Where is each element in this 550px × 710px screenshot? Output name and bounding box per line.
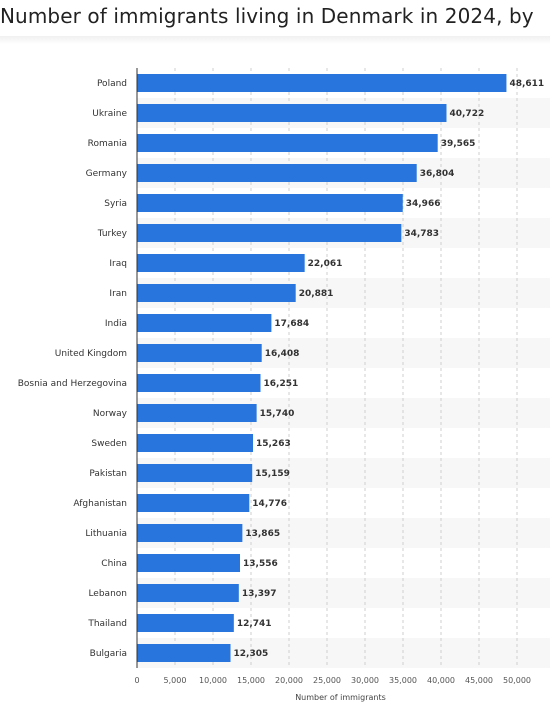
category-label: Thailand — [87, 619, 127, 629]
value-label: 22,061 — [308, 259, 343, 269]
header-divider — [0, 36, 550, 44]
category-label: Pakistan — [89, 469, 127, 479]
category-label: Sweden — [91, 439, 127, 449]
x-tick-label: 30,000 — [351, 676, 379, 685]
bar[interactable] — [137, 644, 231, 662]
value-label: 34,966 — [406, 199, 441, 209]
bar[interactable] — [137, 614, 234, 632]
value-label: 13,397 — [242, 589, 277, 599]
category-label: Germany — [86, 169, 128, 179]
value-label: 39,565 — [441, 139, 476, 149]
value-label: 16,251 — [264, 379, 299, 389]
category-label: Iran — [109, 289, 127, 299]
value-label: 15,159 — [255, 469, 290, 479]
row-bands — [137, 98, 550, 668]
x-tick-label: 10,000 — [199, 676, 227, 685]
bar[interactable] — [137, 164, 417, 182]
value-label: 16,408 — [265, 349, 300, 359]
bar[interactable] — [137, 134, 438, 152]
value-label: 15,740 — [260, 409, 295, 419]
category-label: Poland — [97, 79, 127, 89]
bar[interactable] — [137, 194, 403, 212]
bar[interactable] — [137, 464, 253, 482]
x-tick-label: 40,000 — [427, 676, 455, 685]
x-tick-label: 35,000 — [389, 676, 417, 685]
x-tick-label: 25,000 — [313, 676, 341, 685]
category-label: Ukraine — [92, 109, 127, 119]
x-tick-label: 20,000 — [275, 676, 303, 685]
category-label: Iraq — [109, 259, 127, 269]
bar[interactable] — [137, 344, 262, 362]
axes: 0 5,000 10,000 15,000 20,000 25,000 30,000 35,0… — [134, 68, 531, 685]
category-label: Afghanistan — [73, 499, 127, 509]
bars: Poland 48,611 Ukraine 40,722 Romania 39,565 Ge… — [18, 74, 544, 662]
value-label: 12,741 — [237, 619, 272, 629]
category-label: Turkey — [97, 229, 128, 239]
bar[interactable] — [137, 314, 272, 332]
bar[interactable] — [137, 584, 239, 602]
x-tick-label: 45,000 — [465, 676, 493, 685]
value-label: 48,611 — [509, 79, 544, 89]
value-label: 12,305 — [234, 649, 269, 659]
category-label: Bosnia and Herzegovina — [18, 379, 127, 389]
bar[interactable] — [137, 224, 402, 242]
category-label: Lithuania — [85, 529, 127, 539]
x-tick-label: 50,000 — [503, 676, 531, 685]
bar[interactable] — [137, 254, 305, 272]
category-label: China — [101, 559, 127, 569]
category-label: India — [105, 319, 127, 329]
gridlines — [174, 68, 518, 668]
x-tick-label: 15,000 — [237, 676, 265, 685]
value-label: 14,776 — [252, 499, 287, 509]
bar[interactable] — [137, 404, 257, 422]
category-label: Norway — [93, 409, 128, 419]
x-axis-title: Number of immigrants — [295, 693, 386, 702]
category-label: Syria — [104, 199, 127, 209]
bar[interactable] — [137, 104, 447, 122]
value-label: 20,881 — [299, 289, 334, 299]
bar[interactable] — [137, 524, 243, 542]
category-label: Romania — [88, 139, 127, 149]
x-tick-label: 0 — [134, 676, 139, 685]
value-label: 13,556 — [243, 559, 278, 569]
bar[interactable] — [137, 434, 253, 452]
value-label: 17,684 — [274, 319, 309, 329]
category-label: Bulgaria — [90, 649, 127, 659]
value-label: 15,263 — [256, 439, 291, 449]
value-label: 36,804 — [420, 169, 455, 179]
bar[interactable] — [137, 284, 296, 302]
category-label: United Kingdom — [55, 349, 127, 359]
value-label: 13,865 — [245, 529, 280, 539]
category-label: Lebanon — [88, 589, 127, 599]
x-tick-label: 5,000 — [164, 676, 187, 685]
bar[interactable] — [137, 74, 507, 92]
value-label: 40,722 — [449, 109, 484, 119]
bar[interactable] — [137, 554, 241, 572]
bar[interactable] — [137, 374, 261, 392]
bar[interactable] — [137, 494, 250, 512]
page-title: Number of immigrants living in Denmark i… — [0, 4, 534, 28]
value-label: 34,783 — [404, 229, 439, 239]
